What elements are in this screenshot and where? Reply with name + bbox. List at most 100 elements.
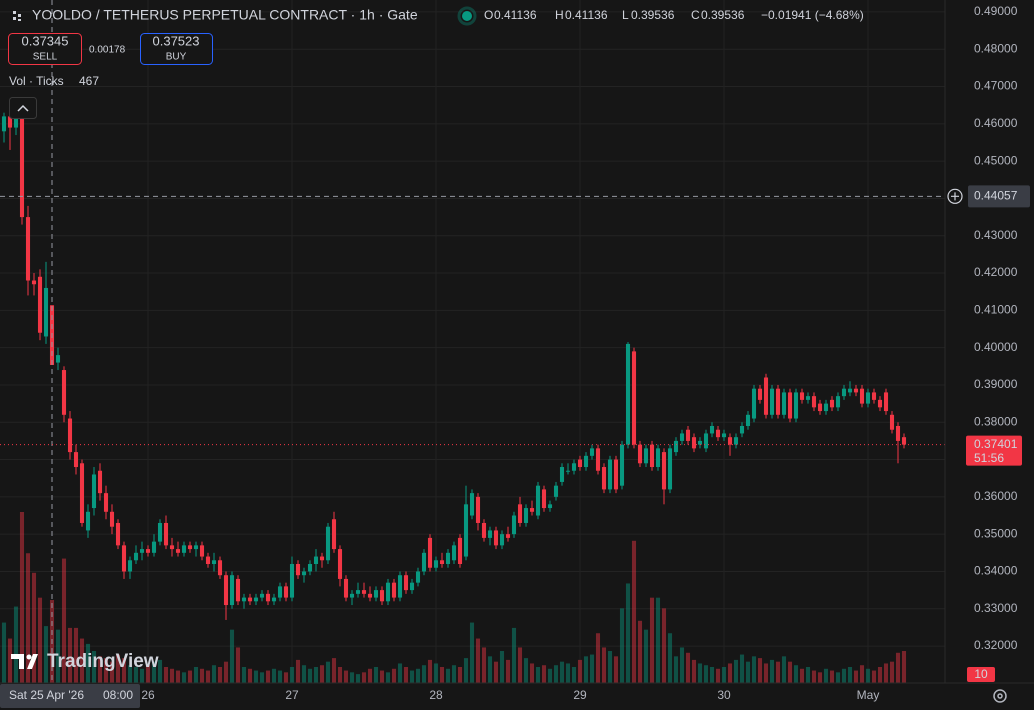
volume-bar <box>481 647 487 683</box>
candle-body <box>307 564 313 572</box>
crosshair-time-box <box>0 684 140 708</box>
y-tick-label: 0.45000 <box>974 153 1018 167</box>
candle-body <box>241 597 247 602</box>
volume-bar <box>787 661 793 683</box>
candle-body <box>439 560 445 565</box>
candle-body <box>559 467 565 482</box>
candle-body <box>361 590 367 594</box>
buy-price[interactable]: 0.37523 <box>153 33 200 48</box>
y-tick-label: 0.43000 <box>974 228 1018 242</box>
candle-body <box>703 433 709 449</box>
candle-body <box>259 593 265 598</box>
candle-body <box>475 496 481 523</box>
volume-bar <box>169 668 175 683</box>
volume-bar <box>103 658 109 683</box>
candle-body <box>181 545 187 553</box>
candle-body <box>883 392 889 412</box>
candle-body <box>865 392 871 404</box>
sell-button[interactable]: 0.37345 SELL <box>8 33 82 65</box>
settings-button[interactable] <box>993 689 1007 703</box>
candle-body <box>73 452 79 468</box>
buy-box[interactable] <box>140 33 213 65</box>
volume-bar <box>331 658 337 683</box>
volume-bar <box>811 670 817 683</box>
candle-body <box>199 545 205 557</box>
candle-body <box>373 590 379 598</box>
overlay <box>0 0 945 683</box>
candle-body <box>841 388 847 397</box>
volume-bar <box>145 665 151 683</box>
sell-price[interactable]: 0.37345 <box>22 33 69 48</box>
candle-body <box>235 578 241 602</box>
candle-body <box>835 396 841 408</box>
volume-bar <box>721 667 727 683</box>
volume-bar <box>607 651 613 683</box>
volume-bar <box>115 654 121 683</box>
candle-body <box>733 437 739 445</box>
settings-gear[interactable] <box>993 689 1007 703</box>
candle-body <box>499 534 505 546</box>
candle-body <box>151 541 157 553</box>
candle-body <box>409 582 415 591</box>
volume-bar <box>781 656 787 683</box>
candle-body <box>313 556 319 565</box>
candle-body <box>277 586 283 598</box>
candle-body <box>79 463 85 523</box>
volume-bar <box>415 668 421 683</box>
buy-label[interactable]: BUY <box>166 52 187 63</box>
volume-bar <box>85 643 91 683</box>
volume-bar <box>667 633 673 683</box>
collapse-button[interactable] <box>9 97 37 119</box>
candle-body <box>727 437 733 445</box>
candle-body <box>469 493 475 516</box>
volume-bar <box>589 654 595 683</box>
volume-bar <box>775 661 781 683</box>
candle-body <box>253 597 259 602</box>
candle-body <box>805 396 811 400</box>
collapse-box[interactable] <box>9 97 37 119</box>
settings-gear-hub[interactable] <box>997 693 1003 699</box>
volume-bar <box>361 672 367 683</box>
candle-body <box>553 485 559 497</box>
candle-body <box>847 388 853 393</box>
candle-body <box>547 504 553 509</box>
candle-body <box>379 590 385 602</box>
volume-bar <box>247 668 253 683</box>
sell-box[interactable] <box>8 33 82 65</box>
y-tick-label: 0.33000 <box>974 601 1018 615</box>
volume-bar <box>583 656 589 683</box>
volume-bar <box>409 670 415 683</box>
candle-body <box>895 425 901 441</box>
ohlc-letter: L <box>622 8 629 22</box>
volume-bar <box>193 667 199 683</box>
volume-bar <box>709 667 715 683</box>
candle-body <box>649 444 655 468</box>
sell-label[interactable]: SELL <box>33 52 58 63</box>
volume-scale-box <box>967 667 995 682</box>
candle-body <box>283 586 289 598</box>
candle-body <box>667 448 673 490</box>
candle-body <box>67 418 73 453</box>
candle-body <box>511 515 517 535</box>
buy-button[interactable]: 0.37523 BUY <box>140 33 213 65</box>
collapse-chevron[interactable] <box>17 104 29 112</box>
candle-body <box>355 590 361 594</box>
volume-bar <box>391 668 397 683</box>
volume-bar <box>499 651 505 683</box>
candle-body <box>613 459 619 490</box>
candle-body <box>565 470 571 472</box>
volume-bar <box>91 651 97 683</box>
candles <box>1 105 907 620</box>
volume-bar <box>259 672 265 683</box>
volume-bar <box>67 627 73 683</box>
volume-bar <box>517 647 523 683</box>
candle-body <box>403 575 409 591</box>
volume-bar <box>1 622 7 683</box>
volume-bar <box>13 606 19 683</box>
volume-bar <box>97 656 103 683</box>
volume-bar <box>211 665 217 683</box>
volume-bar <box>19 512 25 683</box>
volume-bar <box>769 659 775 683</box>
candle-body <box>427 537 433 568</box>
volume-bar <box>547 668 553 683</box>
